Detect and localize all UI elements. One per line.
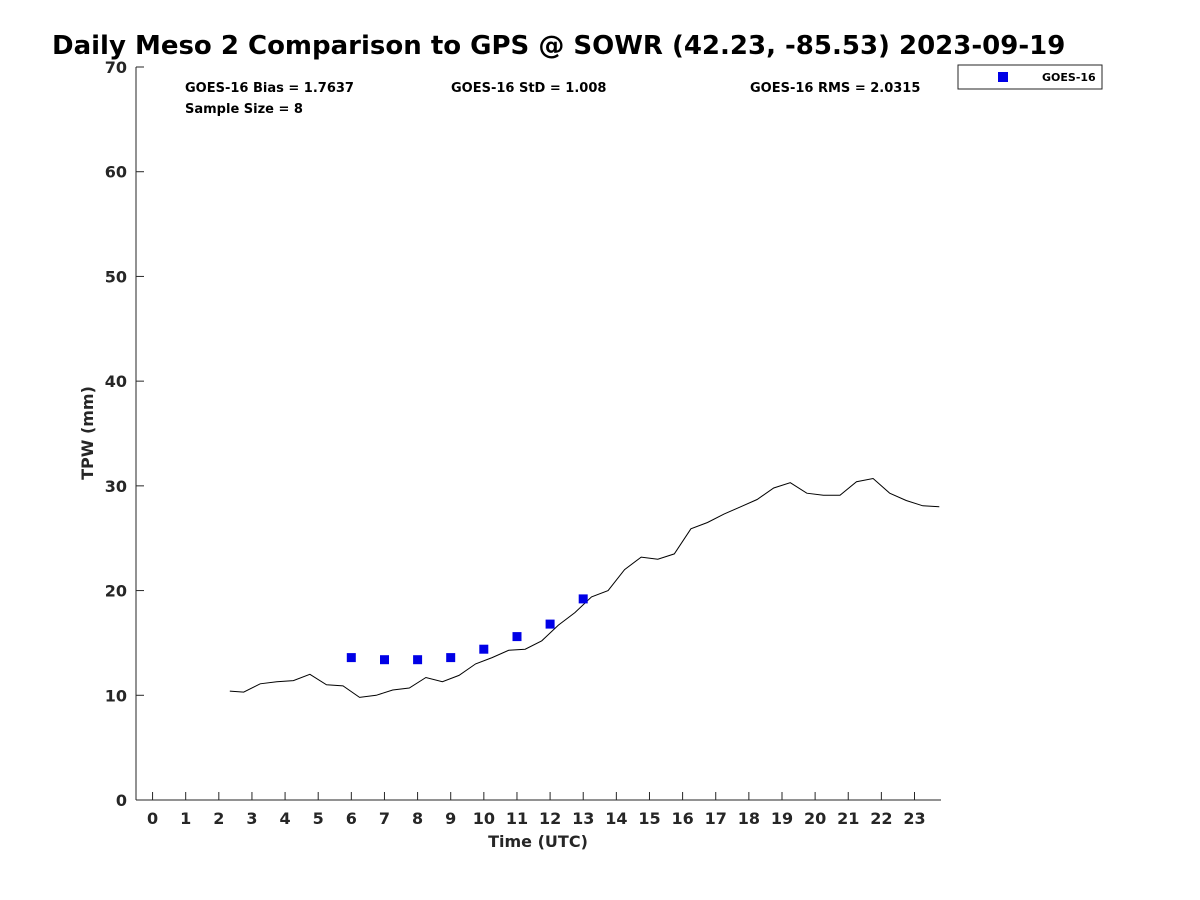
bias-stat: GOES-16 Bias = 1.7637 — [185, 81, 354, 96]
std-stat: GOES-16 StD = 1.008 — [451, 81, 606, 96]
x-tick-label: 12 — [539, 809, 561, 828]
x-axis-label: Time (UTC) — [488, 832, 588, 851]
x-tick-label: 19 — [771, 809, 793, 828]
x-tick-label: 6 — [346, 809, 357, 828]
gps-tpw-line — [229, 477, 940, 698]
x-tick-label: 14 — [605, 809, 627, 828]
y-tick-label: 10 — [105, 686, 127, 705]
y-tick-label: 0 — [116, 791, 127, 810]
y-tick-label: 60 — [105, 163, 127, 182]
x-tick-label: 9 — [445, 809, 456, 828]
sample-size-stat: Sample Size = 8 — [185, 102, 303, 117]
x-tick-label: 23 — [903, 809, 925, 828]
legend-box — [957, 64, 1103, 90]
gps-line-series — [229, 477, 940, 698]
x-tick-label: 16 — [671, 809, 693, 828]
legend-square-marker — [998, 72, 1008, 82]
rms-stat: GOES-16 RMS = 2.0315 — [750, 81, 920, 96]
x-tick-label: 18 — [738, 809, 760, 828]
y-tick-label: 30 — [105, 477, 127, 496]
x-tick-label: 13 — [572, 809, 594, 828]
goes16-data-point — [512, 632, 522, 642]
x-tick-label: 10 — [473, 809, 495, 828]
x-tick-label: 17 — [705, 809, 727, 828]
goes16-data-point — [545, 619, 555, 629]
legend-label: GOES-16 — [1042, 71, 1096, 84]
x-tick-label: 20 — [804, 809, 826, 828]
goes16-data-point — [578, 594, 588, 604]
x-tick-label: 0 — [147, 809, 158, 828]
x-tick-label: 11 — [506, 809, 528, 828]
x-tick-label: 4 — [280, 809, 291, 828]
goes16-data-point — [380, 655, 389, 665]
x-tick-label: 8 — [412, 809, 423, 828]
goes16-data-point — [413, 655, 423, 665]
y-tick-label: 50 — [105, 267, 127, 286]
goes16-data-point — [479, 644, 489, 654]
x-tick-label: 21 — [837, 809, 859, 828]
x-tick-label: 7 — [379, 809, 390, 828]
y-tick-label: 70 — [105, 58, 127, 77]
goes16-data-point — [446, 653, 456, 663]
chart-title: Daily Meso 2 Comparison to GPS @ SOWR (4… — [52, 31, 1065, 61]
x-tick-label: 2 — [213, 809, 224, 828]
legend: GOES-16 — [957, 64, 1103, 90]
goes16-data-point — [346, 653, 356, 663]
x-tick-label: 22 — [870, 809, 892, 828]
x-tick-label: 3 — [246, 809, 257, 828]
y-axis-label: TPW (mm) — [78, 386, 97, 480]
x-tick-label: 5 — [313, 809, 324, 828]
x-tick-label: 15 — [638, 809, 660, 828]
y-tick-label: 20 — [105, 582, 127, 601]
y-tick-label: 40 — [105, 372, 127, 391]
goes16-scatter-series — [346, 594, 588, 665]
x-tick-label: 1 — [180, 809, 191, 828]
